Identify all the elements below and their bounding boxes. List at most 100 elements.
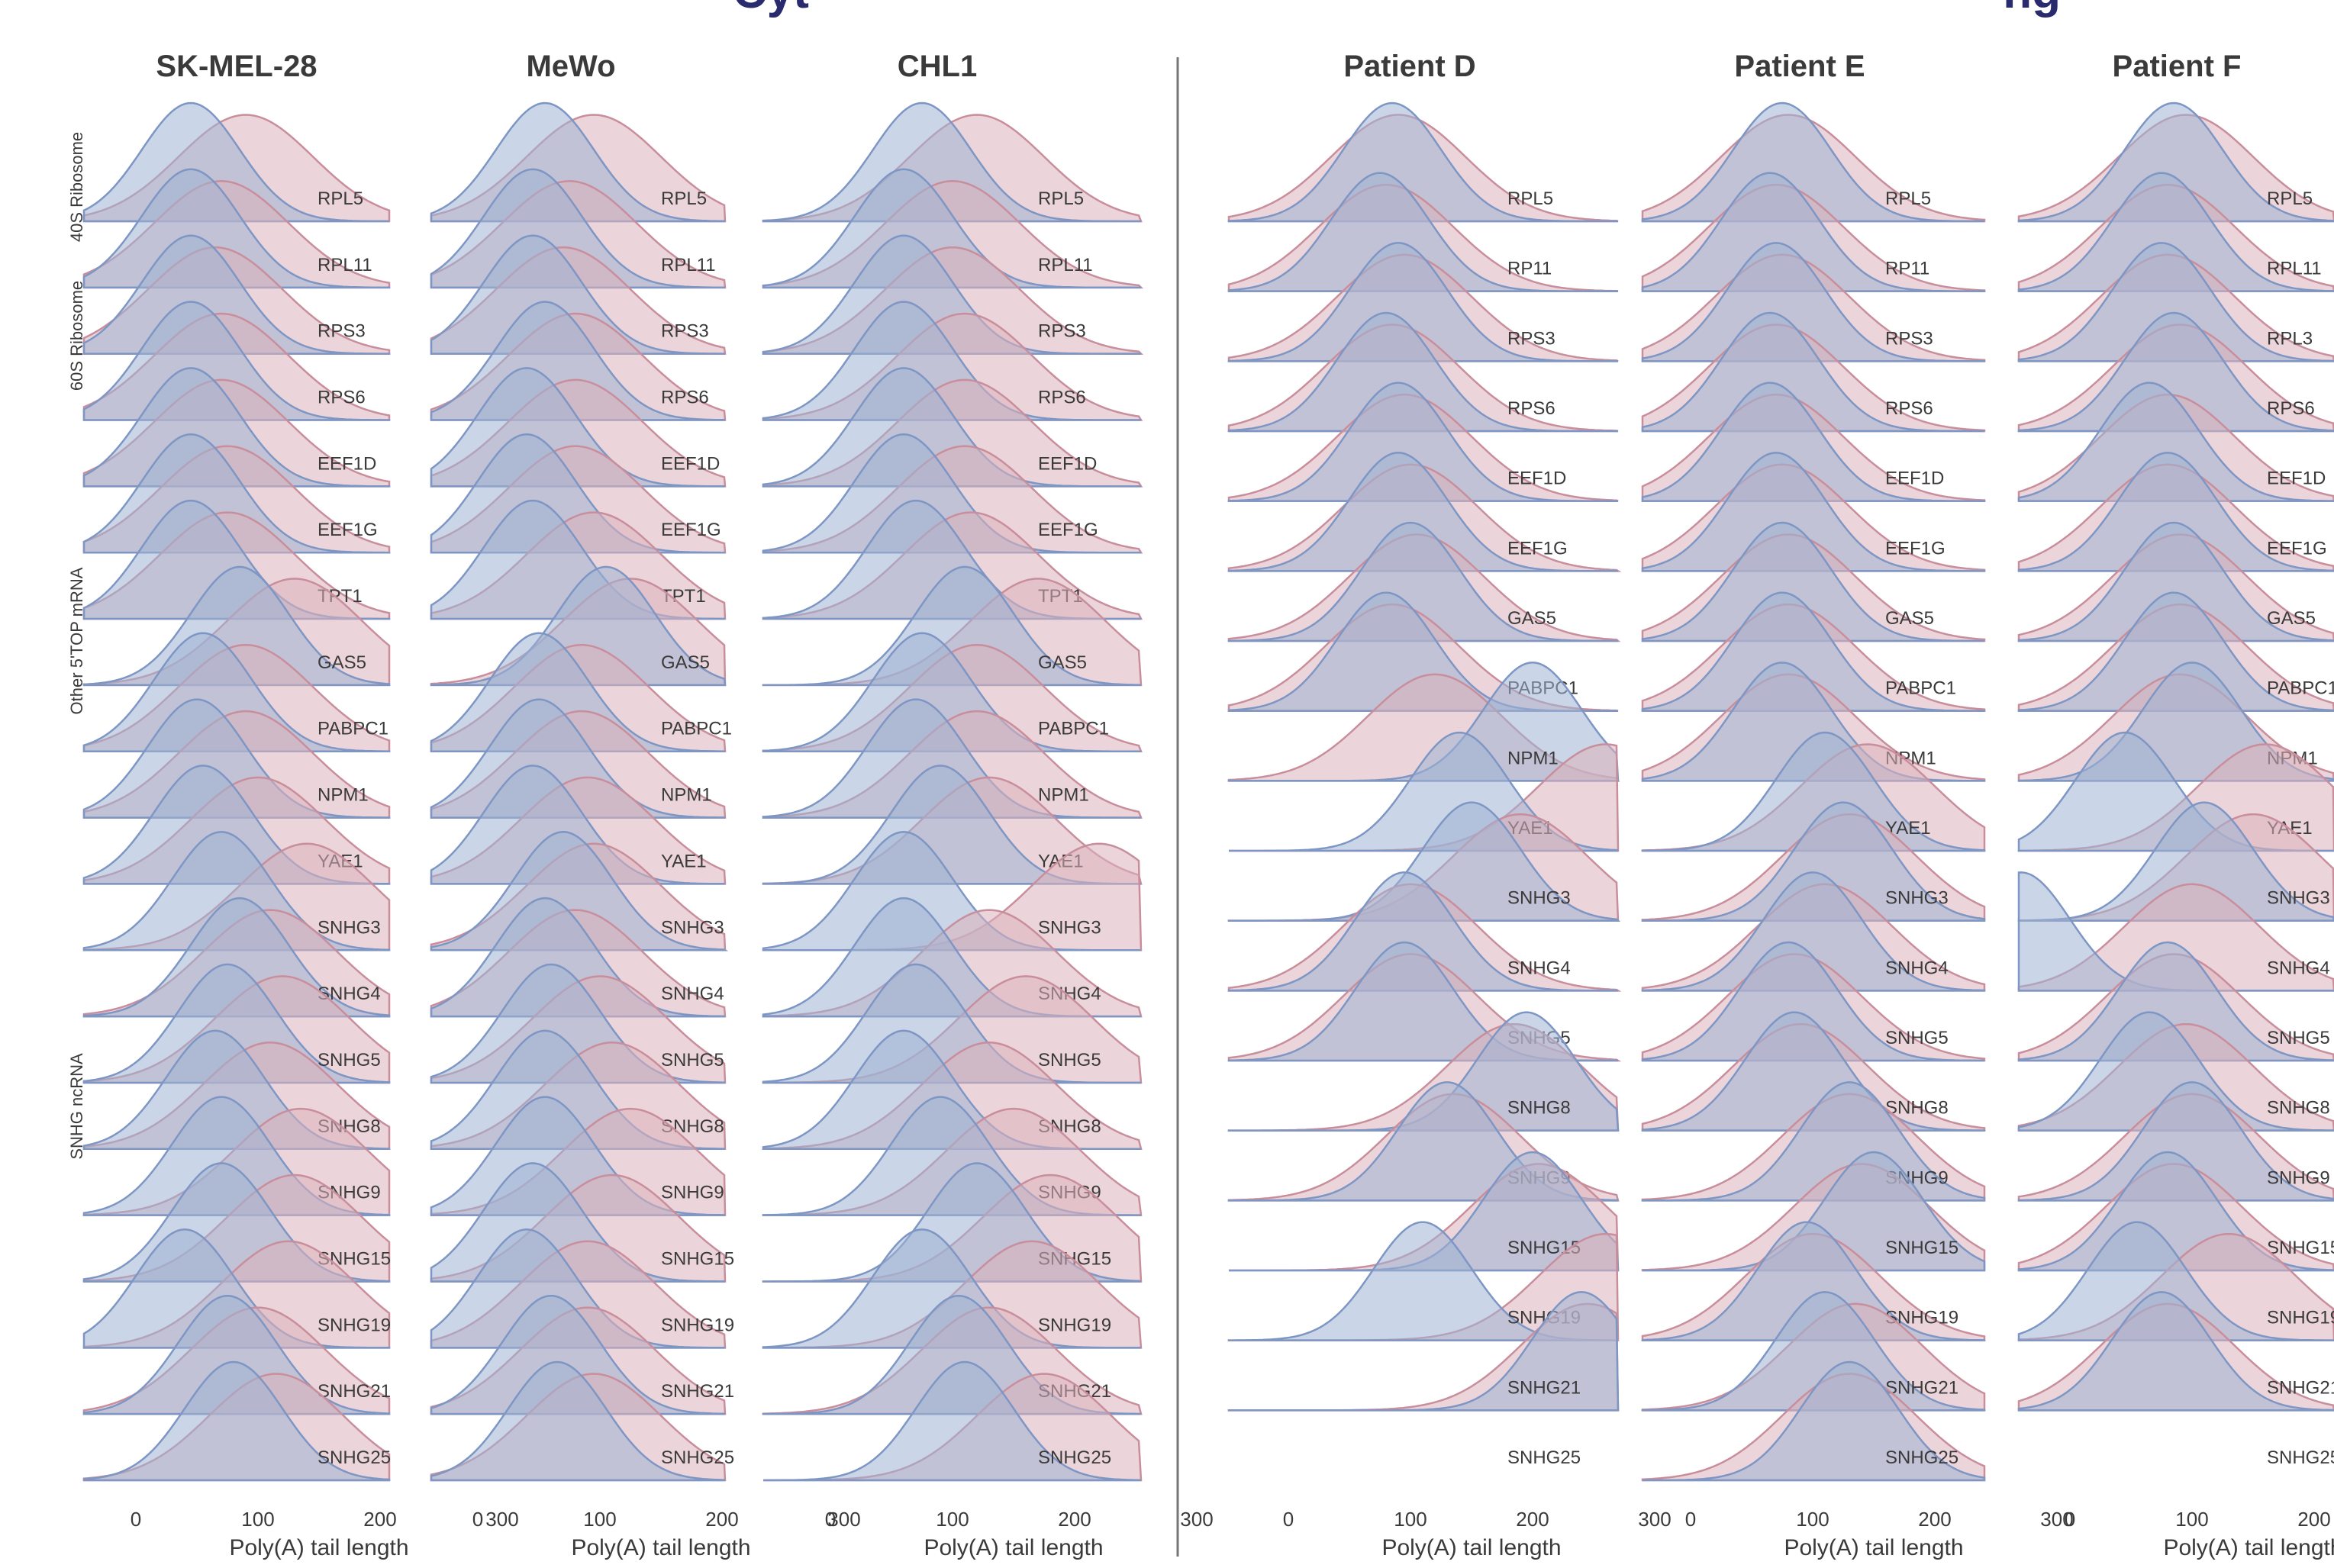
gene-label-pabpc1: PABPC1 [2267,678,2334,699]
gene-label-eef1g: EEF1G [1038,520,1098,540]
gene-label-rpl11: RPL11 [661,255,716,275]
gene-label-rps3: RPS3 [1885,328,1933,349]
gene-label-snhg25: SNHG25 [1885,1447,1958,1468]
gene-label-snhg3: SNHG3 [1038,917,1101,938]
gene-label-gas5: GAS5 [1038,652,1087,673]
gene-label-snhg3: SNHG3 [661,917,724,938]
ridge-blue-eef1d [762,367,1142,488]
ridge-blue-rpl11 [2017,172,2334,292]
panel-mewo: MeWoRPL5RPL11RPS3RPS6EEF1DEEF1GTPT1GAS5P… [430,50,861,1560]
gene-label-snhg8: SNHG8 [1507,1098,1571,1119]
gene-label-snhg21: SNHG21 [1885,1377,1958,1398]
ridge-blue-rps3 [1227,242,1619,362]
gene-label-snhg21: SNHG21 [661,1381,734,1402]
gene-label-npm1: NPM1 [1038,785,1089,806]
gene-label-snhg8: SNHG8 [1885,1098,1949,1119]
ridge-blue-snhg19 [762,1228,1142,1349]
ridge-blue-snhg19 [1641,1221,1986,1341]
gene-label-gas5: GAS5 [318,652,366,673]
ridge-blue-pabpc1 [2017,591,2334,712]
x-tick-chl1-300: 300 [1180,1508,1213,1531]
ridge-blue-snhg8 [762,1029,1142,1151]
gene-label-snhg19: SNHG19 [1038,1315,1111,1335]
ridge-blue-gas5 [430,565,727,687]
ridge-blue-eef1d [2017,382,2334,502]
gene-label-snhg3: SNHG3 [318,917,381,938]
x-tick-chl1-200: 200 [1058,1508,1091,1531]
ridge-blue-snhg15 [1643,1151,1986,1272]
gene-label-snhg5: SNHG5 [2267,1028,2330,1048]
gene-label-rpl5: RPL5 [1885,188,1931,209]
gene-label-rps6: RPS6 [661,388,709,408]
ridge-blue-snhg21 [2017,1291,2334,1412]
panel-title-patient-d: Patient D [1343,50,1475,83]
ridge-blue-snhg5 [762,963,1142,1084]
ridge-blue-rps6 [762,301,1142,421]
ridge-blue-snhg21 [1641,1291,1986,1412]
panel-patient-d: Patient D RPL5 RP11 RPS3 RPS6 EEF1D EEF1G GAS5 P… [1227,50,1672,1560]
ridge-blue-gas5 [1227,521,1618,642]
gene-label-rpl5: RPL5 [1507,188,1553,209]
figure-title-left: Cyt [733,0,809,18]
gene-label-snhg4: SNHG4 [661,984,724,1004]
x-axis-label-chl1: Poly(A) tail length [924,1535,1103,1560]
ridge-blue-eef1d [1641,382,1986,502]
x-axis-label-sk-mel-28: Poly(A) tail length [229,1535,408,1560]
gene-label-snhg15: SNHG15 [2267,1238,2334,1258]
panel-patient-f: Patient F RPL5 RPL11 RPL3 RPS6 EEF1D EEF1G GAS5… [2017,50,2334,1560]
gene-label-snhg5: SNHG5 [1038,1050,1101,1071]
gene-label-snhg19: SNHG19 [318,1315,391,1335]
group-label-5top: Other 5'TOP mRNA [67,567,86,714]
ridge-blue-snhg19 [430,1228,726,1349]
ridge-blue-snhg25 [430,1360,726,1482]
x-tick-patient-d-300: 300 [1638,1508,1671,1531]
x-tick-patient-d-0: 0 [1283,1508,1294,1531]
gene-label-snhg3: SNHG3 [1507,888,1571,909]
gene-label-snhg15: SNHG15 [661,1248,734,1269]
ridge-blue-rpl11 [762,168,1142,289]
x-tick-sk-mel-28-0: 0 [131,1508,141,1531]
gene-label-rpl11: RPL11 [318,255,372,275]
x-tick-patient-f-200: 200 [2297,1508,2330,1531]
gene-label-gas5: GAS5 [1507,608,1556,629]
gene-label-npm1: NPM1 [318,785,369,806]
gene-label-snhg4: SNHG4 [1885,958,1949,978]
x-tick-mewo-0: 0 [472,1508,483,1531]
gene-label-snhg9: SNHG9 [2267,1167,2330,1188]
ridge-blue-snhg3 [430,831,729,951]
gene-label-rps6: RPS6 [1885,398,1933,419]
gene-label-eef1d: EEF1D [1885,468,1944,489]
ridge-blue-snhg3 [762,831,1142,951]
x-axis-label-mewo: Poly(A) tail length [571,1535,750,1560]
gene-label-snhg4: SNHG4 [1507,958,1571,978]
gene-label-rps3: RPS3 [661,321,709,342]
panel-patient-e: Patient E RPL5 RP11 RPS3 RPS6 EEF1D EEF1G GAS5 P… [1641,50,2074,1560]
ridge-blue-snhg21 [430,1294,726,1415]
gene-label-eef1d: EEF1D [1038,453,1097,474]
ridge-blue-snhg8 [2017,1011,2334,1132]
gene-label-eef1g: EEF1G [1885,538,1946,559]
figure-title-right: ng [2003,0,2061,18]
panel-title-chl1: CHL1 [898,50,977,83]
ridge-blue-gas5 [1641,521,1984,642]
gene-label-rpl5: RPL5 [661,188,707,209]
gene-label-eef1d: EEF1D [1507,468,1566,489]
panel-title-patient-f: Patient F [2113,50,2242,83]
ridge-blue-pabpc1 [762,632,1142,752]
ridge-blue-snhg19 [82,1228,391,1349]
x-axis-label-patient-e: Poly(A) tail length [1784,1535,1963,1560]
ridge-blue-rpl3 [2017,242,2334,362]
x-tick-sk-mel-28-300: 300 [485,1508,518,1531]
ridge-blue-eef1g [762,433,1142,554]
ridge-blue-rpl5 [2017,101,2334,223]
ridge-blue-snhg5 [1641,941,1985,1062]
ridge-blue-npm1 [1641,662,1986,782]
gene-label-snhg3: SNHG3 [2267,888,2330,909]
gene-label-snhg5: SNHG5 [318,1050,381,1071]
panel-sk-mel-28: SK-MEL-28RPL5RPL11RPS3RPS6EEF1DEEF1GTPT1… [82,50,519,1560]
gene-label-rp11: RP11 [1507,259,1552,279]
ridge-blue-snhg4 [1227,871,1619,992]
x-tick-sk-mel-28-100: 100 [241,1508,274,1531]
gene-label-snhg25: SNHG25 [1038,1447,1111,1468]
